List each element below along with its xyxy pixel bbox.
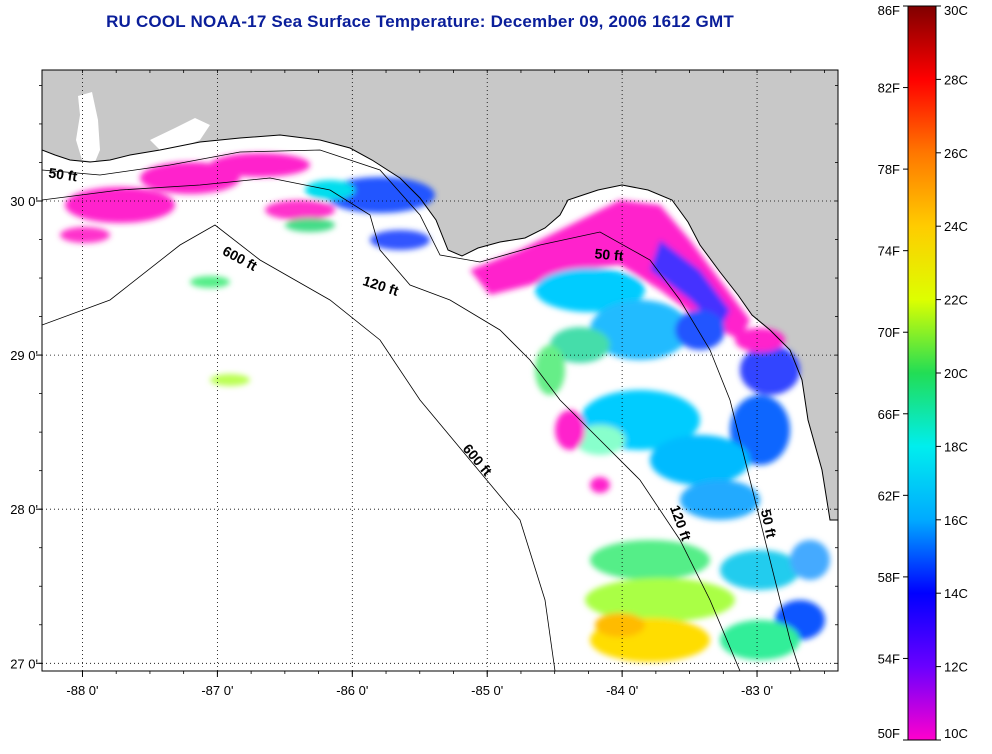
colorbar-labels: 86F 82F 78F 74F 70F 66F 62F 58F 54F 50F 30C 28C 26C 2… xyxy=(878,3,968,741)
f-label-0: 86F xyxy=(878,3,900,18)
c-label-9: 12C xyxy=(944,660,968,675)
grid-lines xyxy=(42,70,838,671)
lon-label-1: -87 0' xyxy=(201,683,233,698)
lat-label-1: 29 0' xyxy=(10,348,38,363)
c-label-10: 10C xyxy=(944,726,968,741)
c-label-0: 30C xyxy=(944,3,968,18)
f-label-1: 82F xyxy=(878,81,900,96)
map-frame xyxy=(41,69,839,672)
c-label-7: 16C xyxy=(944,513,968,528)
contour-label-3: 50 ft xyxy=(594,245,624,263)
c-label-6: 18C xyxy=(944,439,968,454)
f-label-9: 50F xyxy=(878,726,900,741)
axis-ticks: -88 0' -87 0' -86 0' -85 0' -84 0' -83 0' 30 0… xyxy=(10,70,838,698)
lat-label-0: 30 0' xyxy=(10,194,38,209)
c-label-1: 28C xyxy=(944,72,968,87)
f-label-7: 58F xyxy=(878,570,900,585)
f-label-5: 66F xyxy=(878,407,900,422)
contour-600ft xyxy=(42,224,556,671)
coastline xyxy=(42,134,838,521)
f-label-6: 62F xyxy=(878,488,900,503)
f-label-8: 54F xyxy=(878,651,900,666)
contour-label-6: 50 ft xyxy=(758,508,780,540)
lat-label-2: 28 0' xyxy=(10,502,38,517)
lon-label-0: -88 0' xyxy=(66,683,98,698)
land-mass xyxy=(42,70,838,520)
mobile-bay xyxy=(76,92,100,162)
lat-label-3: 27 0' xyxy=(10,656,38,671)
lon-label-3: -85 0' xyxy=(471,683,503,698)
f-label-2: 78F xyxy=(878,162,900,177)
contour-120ft xyxy=(42,177,741,671)
f-label-4: 70F xyxy=(878,325,900,340)
c-label-2: 26C xyxy=(944,146,968,161)
colorbar-gradient xyxy=(907,5,937,741)
contour-50ft xyxy=(42,149,801,671)
contour-label-0: 50 ft xyxy=(48,165,79,185)
c-label-5: 20C xyxy=(944,366,968,381)
c-label-3: 24C xyxy=(944,219,968,234)
map-title: RU COOL NOAA-17 Sea Surface Temperature:… xyxy=(106,12,734,31)
c-label-8: 14C xyxy=(944,586,968,601)
lon-label-5: -83 0' xyxy=(741,683,773,698)
lon-label-2: -86 0' xyxy=(336,683,368,698)
sst-field xyxy=(60,153,830,662)
f-label-3: 74F xyxy=(878,244,900,259)
pensacola-bay xyxy=(150,118,210,150)
lon-label-4: -84 0' xyxy=(606,683,638,698)
c-label-4: 22C xyxy=(944,293,968,308)
